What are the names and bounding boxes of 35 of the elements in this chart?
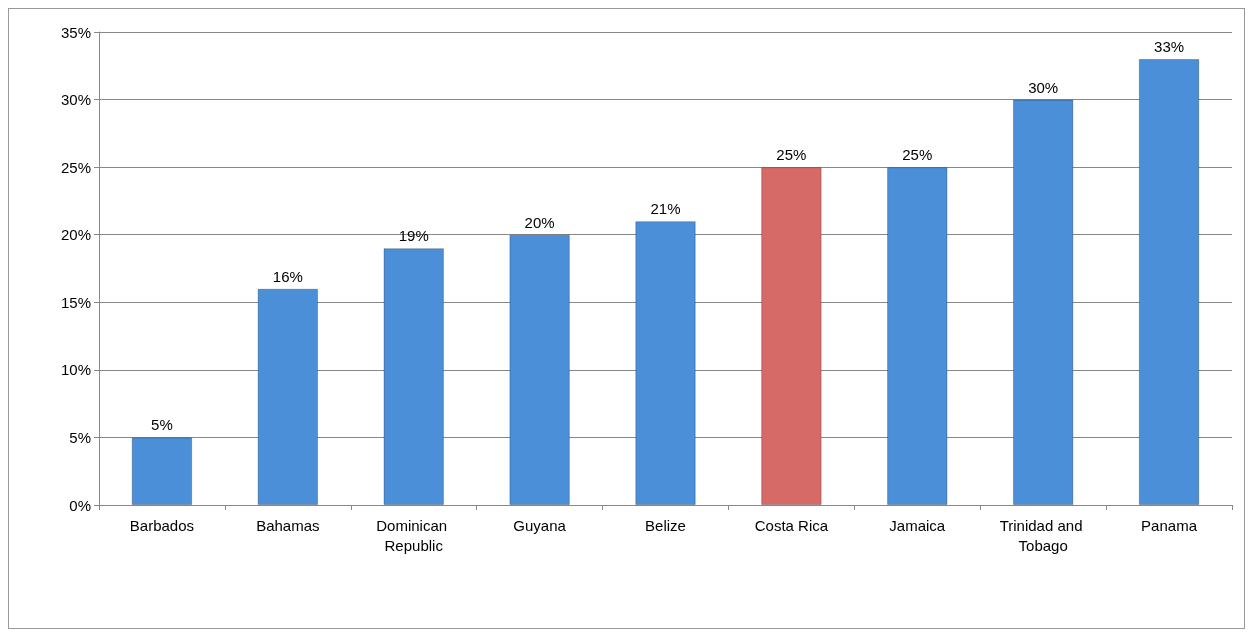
bar [131,437,193,505]
bar [1138,59,1200,505]
bar [383,248,444,505]
x-tick-label: Belize [645,516,686,534]
y-tick-label: 25% [60,158,91,176]
data-label: 20% [524,213,555,231]
x-tick-label: Panama [1141,516,1198,534]
bar [509,234,570,505]
y-tick-label: 15% [60,293,91,311]
x-tick-label: Bahamas [256,516,320,534]
x-tick-label: Trinidad and Tobago [999,516,1087,554]
y-tick-label: 10% [60,361,91,379]
data-label: 33% [1154,38,1185,56]
x-tick-label: Jamaica [889,516,946,534]
x-tick-label: Costa Rica [754,516,829,534]
data-label: 16% [272,267,303,285]
data-label: 19% [398,227,429,245]
bar [635,221,696,505]
y-tick-label: 20% [60,226,91,244]
data-label: 5% [151,416,173,434]
bar [761,167,822,505]
bar [887,167,948,505]
bar [257,288,319,505]
y-tick-label: 0% [69,496,91,514]
x-tick-label: Guyana [513,516,567,534]
x-tick-label: Dominican Republic [376,516,452,554]
x-tick-label: Barbados [129,516,195,534]
y-tick-label: 5% [69,428,91,446]
y-tick-label: 30% [60,91,91,109]
data-label: 25% [902,146,933,164]
y-tick-label: 35% [60,23,91,41]
bar [1012,99,1074,505]
data-label: 30% [1028,78,1059,96]
data-label: 25% [776,146,807,164]
data-label: 21% [650,200,681,218]
